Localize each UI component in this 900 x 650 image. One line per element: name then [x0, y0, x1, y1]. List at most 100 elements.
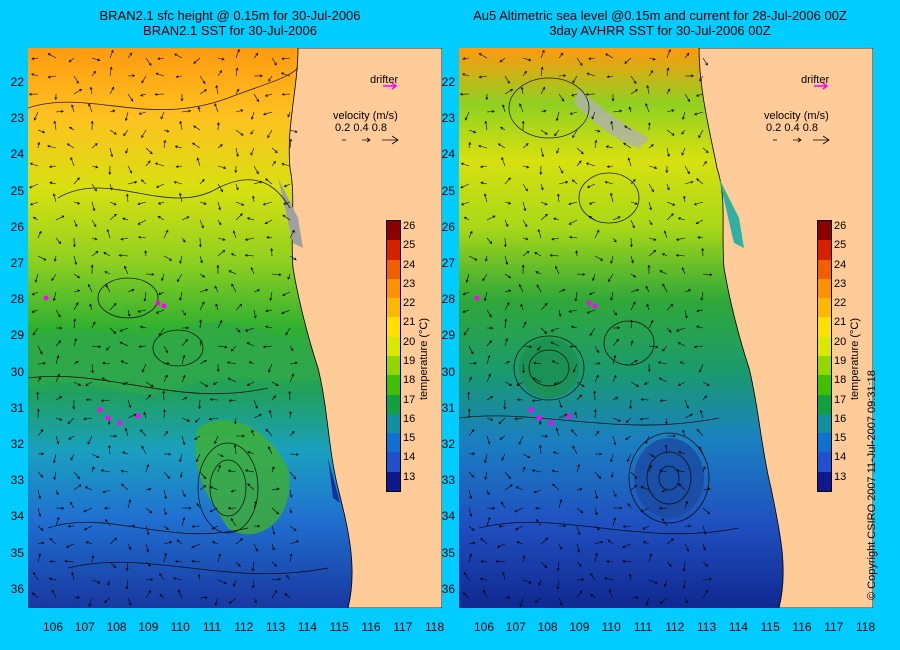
current-arrow	[31, 291, 39, 296]
current-arrow	[31, 73, 39, 77]
current-arrow	[555, 427, 560, 437]
current-arrow	[163, 452, 172, 456]
colorbar-swatch	[818, 413, 831, 434]
current-arrow	[538, 444, 542, 455]
current-arrow	[483, 193, 488, 203]
current-arrow	[540, 213, 548, 221]
latitude-label: 25	[10, 183, 24, 198]
current-arrow	[536, 519, 542, 527]
colorbar-swatch	[387, 336, 400, 356]
current-arrow	[576, 543, 581, 553]
current-arrow	[251, 429, 255, 437]
colorbar-tick-label: 20	[834, 335, 847, 348]
current-arrow	[101, 377, 111, 383]
current-arrow	[462, 73, 470, 77]
current-arrow	[534, 597, 542, 603]
current-arrow	[666, 48, 671, 59]
colorbar-tick-label: 14	[834, 451, 847, 464]
current-arrow	[217, 183, 223, 193]
current-arrow	[68, 57, 75, 63]
longitude-label: 106	[42, 620, 64, 634]
current-arrow	[181, 417, 191, 422]
current-arrow	[181, 489, 186, 498]
current-arrow	[622, 559, 632, 563]
current-arrow	[684, 74, 695, 78]
current-arrow	[612, 506, 623, 510]
shark-bay-left	[278, 178, 303, 248]
current-arrow	[460, 183, 470, 189]
current-arrow	[158, 291, 165, 295]
current-arrow	[497, 143, 506, 149]
current-arrow	[611, 93, 615, 102]
current-arrow	[53, 255, 57, 262]
current-arrow	[666, 303, 674, 311]
current-arrow	[629, 399, 633, 410]
current-arrow	[486, 373, 491, 383]
current-arrow	[109, 86, 115, 95]
current-arrow	[91, 70, 96, 77]
current-arrow	[648, 183, 654, 193]
current-arrow	[612, 396, 619, 401]
current-arrow	[122, 381, 129, 385]
current-arrow	[264, 219, 273, 225]
current-arrow	[235, 327, 241, 333]
cold-eddy	[634, 438, 704, 518]
current-arrow	[681, 147, 686, 156]
current-arrow	[666, 183, 670, 191]
current-arrow	[695, 219, 704, 225]
current-arrow	[684, 524, 692, 528]
current-arrow	[648, 319, 654, 329]
current-arrow	[125, 193, 129, 203]
current-arrow	[648, 579, 658, 584]
current-arrow	[70, 453, 75, 461]
current-arrow	[289, 471, 297, 480]
right-title-line1: Au5 Altimetric sea level @0.15m and curr…	[473, 8, 847, 23]
longitude-label: 117	[824, 620, 844, 634]
current-arrow	[648, 57, 656, 61]
current-arrow	[52, 291, 57, 302]
current-arrow	[701, 247, 705, 257]
current-arrow	[571, 179, 578, 185]
current-arrow	[127, 543, 132, 550]
colorbar-tick-label: 21	[403, 316, 416, 329]
current-arrow	[137, 201, 147, 206]
current-arrow	[460, 201, 470, 206]
current-arrow	[503, 399, 507, 410]
current-arrow	[155, 309, 165, 314]
current-arrow	[265, 309, 273, 313]
current-arrow	[648, 453, 655, 457]
current-arrow	[253, 289, 261, 293]
current-arrow	[576, 561, 582, 567]
current-arrow	[194, 417, 201, 423]
current-arrow	[271, 57, 277, 66]
colorbar-right	[817, 220, 832, 492]
current-arrow	[540, 302, 548, 311]
current-arrow	[91, 363, 95, 374]
current-arrow	[199, 179, 205, 185]
current-arrow	[593, 409, 597, 419]
current-arrow	[180, 93, 184, 102]
colorbar-left	[386, 220, 401, 492]
latitude-label: 31	[10, 400, 24, 415]
current-arrow	[89, 86, 93, 95]
current-arrow	[612, 435, 617, 446]
colorbar-tick-label: 20	[403, 335, 416, 348]
current-arrow	[209, 486, 219, 491]
current-arrow	[589, 291, 596, 295]
current-arrow	[157, 57, 165, 61]
current-arrow	[504, 273, 512, 279]
current-arrow	[109, 109, 116, 113]
current-arrow	[630, 596, 639, 600]
current-arrow	[699, 75, 704, 82]
current-arrow	[244, 469, 255, 473]
current-arrow	[145, 147, 153, 155]
current-arrow	[179, 453, 183, 463]
current-arrow	[138, 345, 147, 348]
current-arrow	[163, 229, 169, 239]
current-arrow	[282, 291, 291, 296]
current-arrow	[235, 561, 241, 567]
current-arrow	[37, 361, 46, 365]
current-arrow	[253, 543, 258, 552]
current-arrow	[532, 377, 542, 383]
current-arrow	[268, 409, 273, 419]
